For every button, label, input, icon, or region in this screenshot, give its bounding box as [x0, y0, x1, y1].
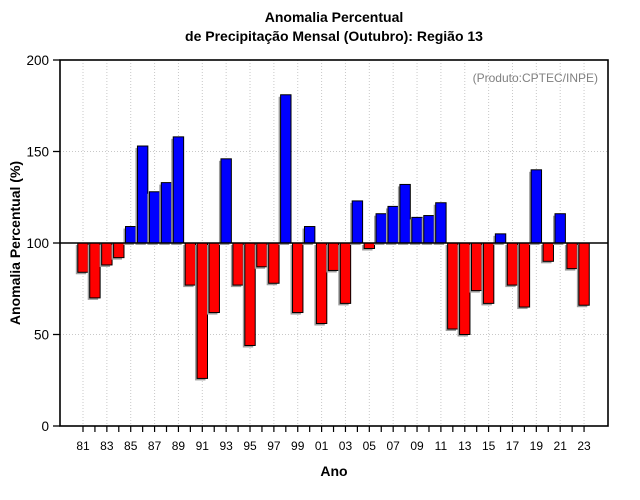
y-tick-label-50: 50 [34, 328, 49, 343]
x-tick-label-05: 05 [363, 439, 377, 453]
x-tick-label-09: 09 [410, 439, 424, 453]
y-tick-label-0: 0 [41, 419, 49, 434]
chart-title-line2: de Precipitação Mensal (Outubro): Região… [185, 28, 483, 44]
x-tick-label-13: 13 [458, 439, 472, 453]
bar-01 [315, 242, 328, 325]
bar-00 [303, 226, 316, 244]
bar-91 [196, 242, 209, 379]
x-tick-label-15: 15 [482, 439, 496, 453]
bar-92 [208, 242, 220, 314]
bar-98 [280, 94, 292, 244]
bar-20 [542, 242, 554, 262]
x-tick-label-87: 87 [148, 439, 162, 453]
x-tick-label-21: 21 [554, 439, 568, 453]
bar-16 [494, 233, 507, 244]
bar-85 [125, 226, 137, 244]
y-tick-label-100: 100 [26, 236, 49, 251]
bar-11 [435, 202, 447, 244]
bar-83 [101, 242, 113, 266]
bar-04 [351, 200, 364, 244]
bar-84 [113, 242, 125, 259]
bar-19 [530, 169, 543, 244]
bar-02 [327, 242, 340, 271]
bar-97 [268, 242, 280, 284]
x-tick-label-81: 81 [76, 439, 90, 453]
chart-title-line1: Anomalia Percentual [264, 9, 404, 25]
x-tick-label-97: 97 [267, 439, 281, 453]
bar-22 [566, 242, 578, 270]
x-tick-label-85: 85 [124, 439, 138, 453]
y-tick-label-200: 200 [26, 53, 49, 68]
x-axis-label: Ano [320, 463, 348, 479]
x-tick-label-95: 95 [243, 439, 257, 453]
x-tick-label-89: 89 [172, 439, 186, 453]
x-tick-label-07: 07 [387, 439, 401, 453]
bar-05 [363, 242, 376, 249]
y-tick-label-150: 150 [26, 145, 49, 160]
bar-15 [482, 242, 495, 304]
bar-13 [459, 242, 471, 335]
product-annotation: (Produto:CPTEC/INPE) [472, 71, 598, 85]
bar-88 [160, 182, 173, 244]
bar-81 [77, 242, 89, 273]
x-tick-label-99: 99 [291, 439, 305, 453]
bar-23 [578, 242, 590, 306]
bar-08 [399, 183, 411, 244]
y-axis-label: Anomalia Percentual (%) [7, 160, 23, 326]
bar-10 [423, 215, 435, 244]
x-tick-label-01: 01 [315, 439, 329, 453]
x-tick-label-23: 23 [577, 439, 591, 453]
x-tick-label-11: 11 [435, 439, 448, 453]
x-tick-label-17: 17 [506, 439, 520, 453]
bar-21 [554, 213, 566, 244]
chart-title: Anomalia Percentual de Precipitação Mens… [60, 8, 608, 46]
bar-12 [447, 242, 459, 330]
bar-95 [244, 242, 256, 346]
bar-87 [148, 191, 161, 244]
x-tick-label-83: 83 [100, 439, 114, 453]
x-tick-label-91: 91 [196, 439, 210, 453]
bar-82 [89, 242, 101, 299]
bar-94 [232, 242, 244, 286]
bar-99 [292, 242, 304, 314]
bar-07 [387, 205, 399, 244]
x-tick-label-03: 03 [339, 439, 353, 453]
bar-90 [184, 242, 197, 286]
bar-86 [136, 145, 149, 244]
bar-89 [172, 136, 185, 244]
x-tick-label-93: 93 [219, 439, 233, 453]
bar-06 [375, 213, 387, 244]
bar-18 [518, 242, 531, 308]
bar-93 [220, 158, 232, 244]
bar-96 [256, 242, 268, 268]
bar-14 [470, 242, 483, 292]
bar-17 [506, 242, 519, 286]
x-tick-label-19: 19 [530, 439, 544, 453]
bar-03 [339, 242, 352, 304]
bar-09 [411, 216, 423, 244]
